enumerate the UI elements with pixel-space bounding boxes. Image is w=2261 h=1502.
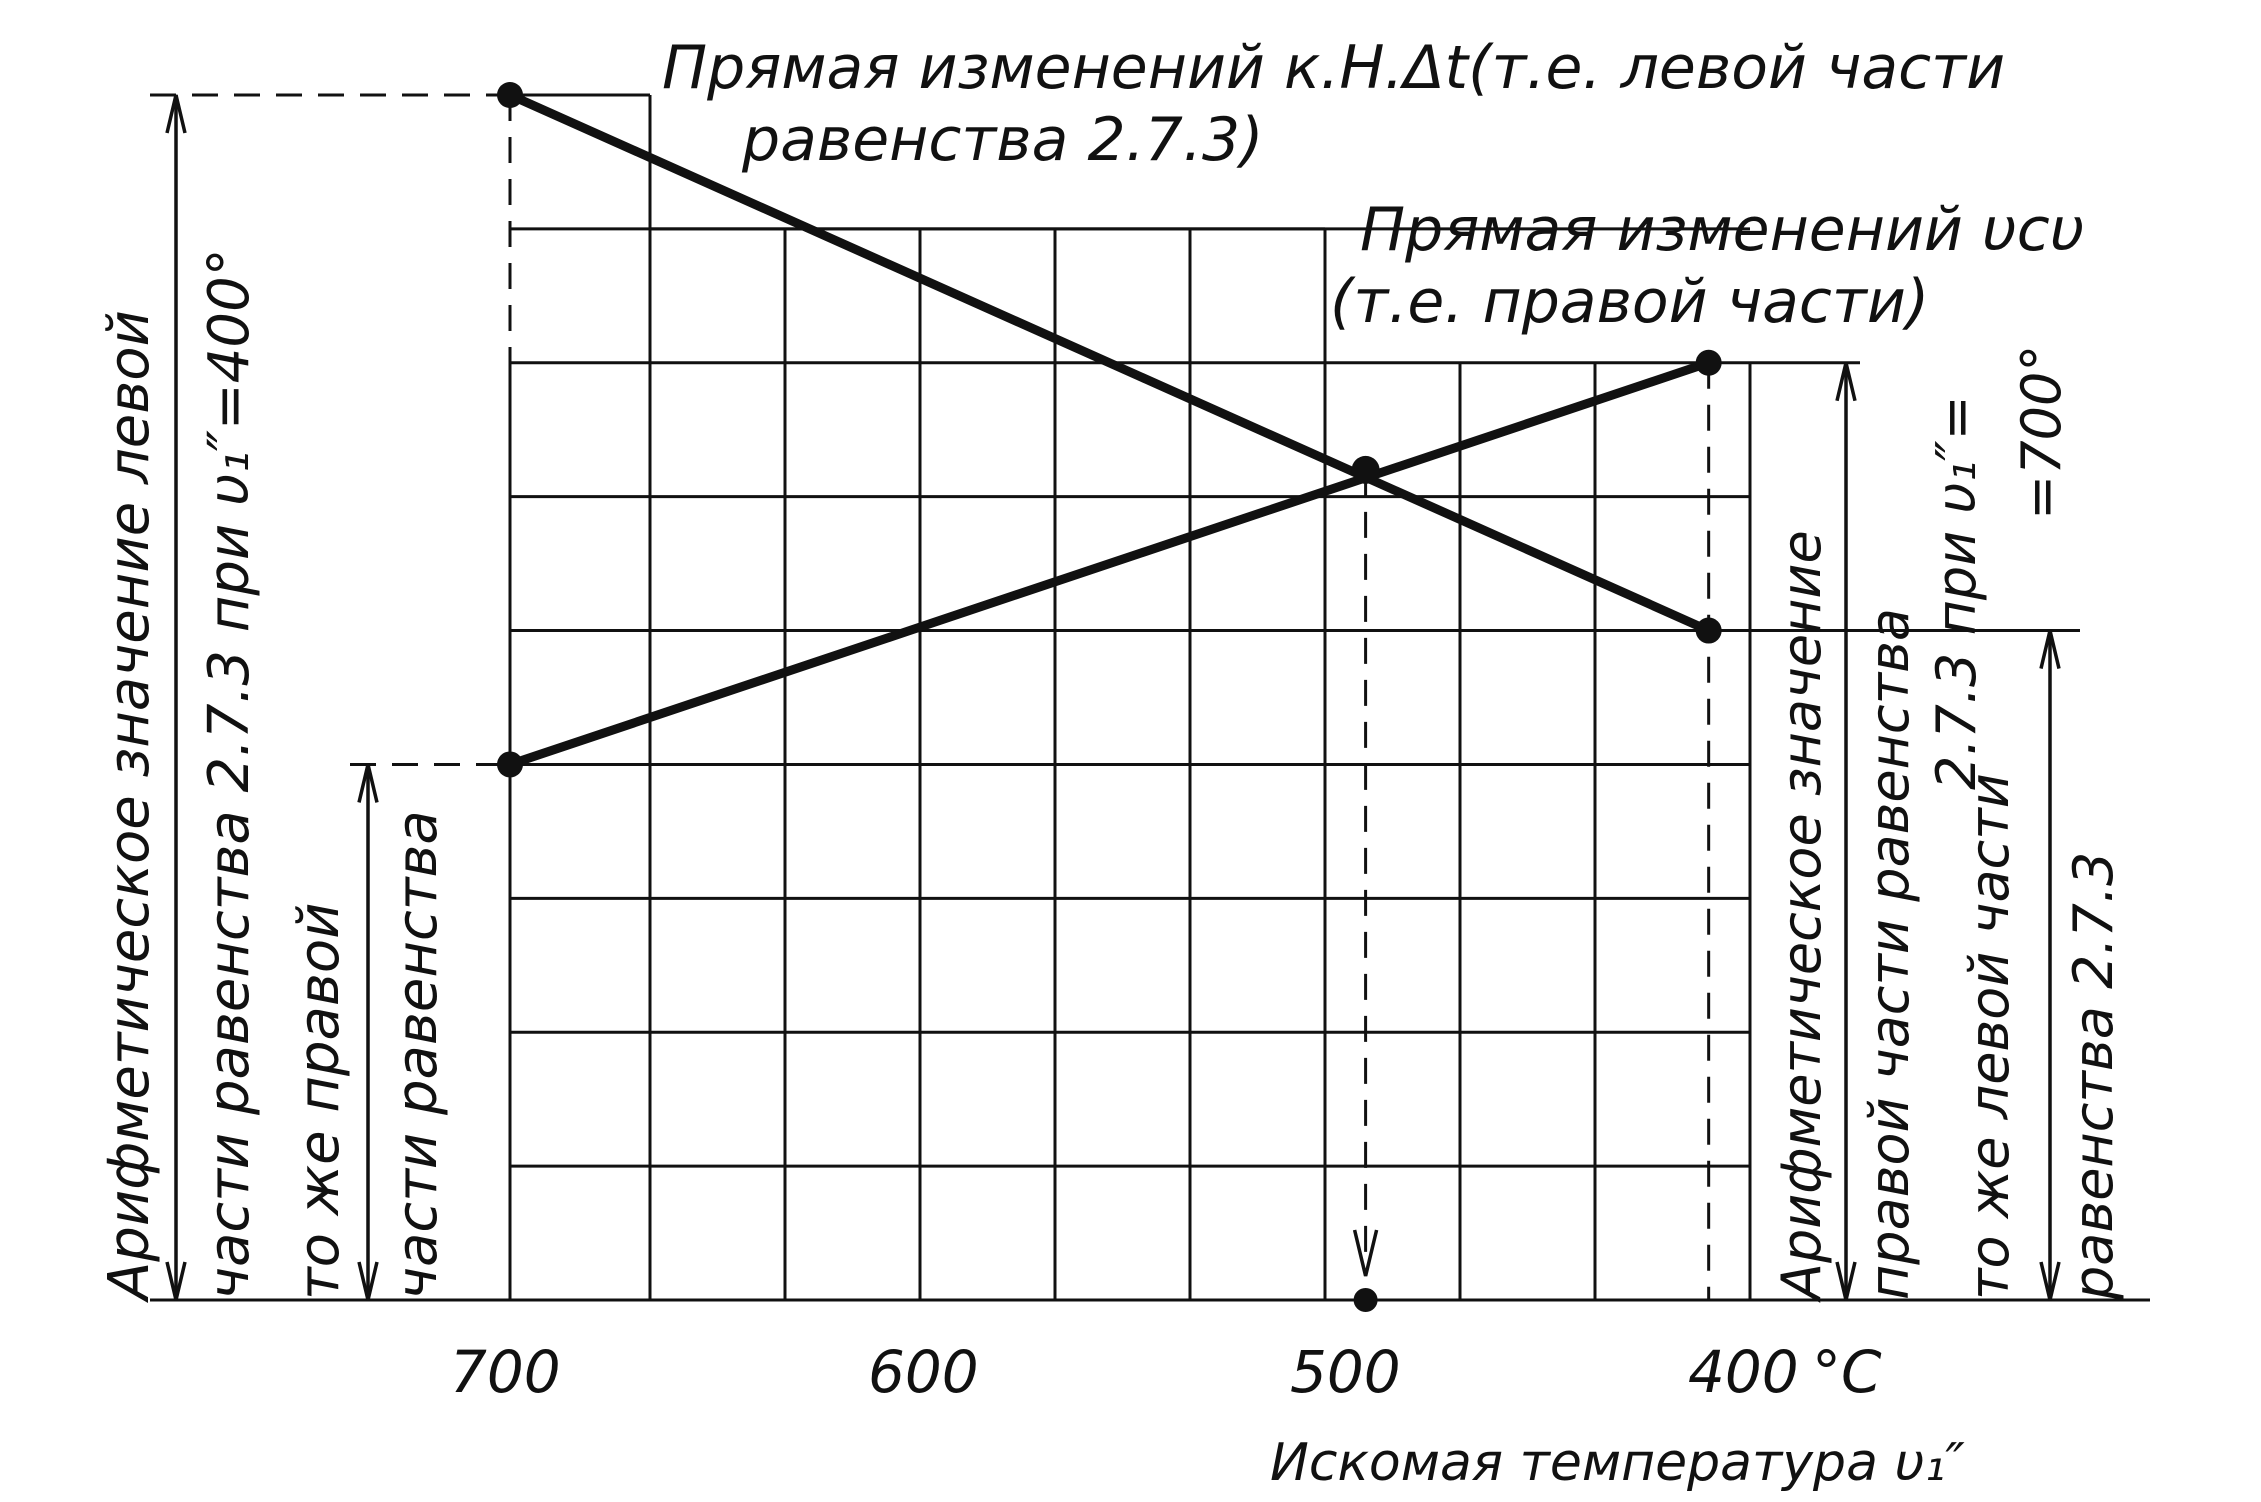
x-tick-label-600: 600	[868, 1338, 979, 1406]
data-point	[497, 751, 523, 778]
annotation-line2-a: Прямая изменений υсυ	[1360, 195, 2084, 265]
data-point	[1695, 349, 1722, 376]
guide-arrow-down	[1352, 1229, 1379, 1277]
x-tick-label-500: 500	[1290, 1338, 1401, 1406]
annotation-right-a: Арифметическое значение	[1770, 530, 1833, 1303]
annotation-line2-b: (т.е. правой части)	[1330, 267, 1929, 337]
dim-arrow-left-inner-head-bottom	[357, 1261, 379, 1301]
annotation-left-outer-b: части равенства 2.7.3 при υ₁″=400°	[197, 248, 262, 1300]
annotation-right-b: правой части равенства	[1858, 608, 1921, 1300]
annotation-left-outer-a: Арифметическое значение левой	[97, 310, 162, 1303]
dim-arrow-right-outer-head-bottom	[1835, 1261, 1857, 1301]
dim-arrow-right-inner-head-top	[2039, 630, 2061, 669]
annotation-line1-a: Прямая изменений к.Н.Δt(т.е. левой части	[662, 33, 2005, 103]
chart-grid	[150, 93, 2150, 1302]
dim-arrow-left-outer-head-top	[165, 94, 187, 134]
intersection-point	[1351, 455, 1380, 484]
x-tick-label-700: 700	[450, 1338, 561, 1406]
x-axis-label: Искомая температура υ₁″	[1270, 1433, 1965, 1493]
data-point	[1695, 617, 1722, 644]
dim-arrow-left-outer-head-bottom	[165, 1261, 187, 1301]
dim-arrow-right-inner-head-bottom	[2039, 1261, 2061, 1301]
dim-arrow-left-inner-head-top	[357, 764, 379, 803]
annotation-line1-b: равенства 2.7.3)	[741, 105, 1264, 175]
series-line-1	[505, 90, 1714, 636]
series-line-2	[505, 358, 1714, 769]
dim-arrow-right-outer-head-top	[1835, 362, 1857, 402]
annotation-left-inner-b: части равенства	[385, 810, 450, 1300]
x-axis-unit: °C	[1812, 1338, 1882, 1406]
x-tick-label-400: 400	[1688, 1338, 1799, 1406]
annotation-right-inner-b: равенства 2.7.3	[2062, 852, 2125, 1301]
axis-result-point	[1353, 1288, 1378, 1312]
chart-series	[497, 82, 1722, 1312]
annotation-right-inner-a: то же левой части	[1958, 773, 2021, 1300]
annotation-right-c: 2.7.3 при υ₁″=	[1925, 395, 1988, 790]
annotation-right-d: =700°	[2010, 345, 2073, 520]
chart-guides	[150, 93, 2080, 1301]
data-point	[497, 82, 523, 108]
annotation-left-inner-a: то же правой	[287, 902, 352, 1300]
